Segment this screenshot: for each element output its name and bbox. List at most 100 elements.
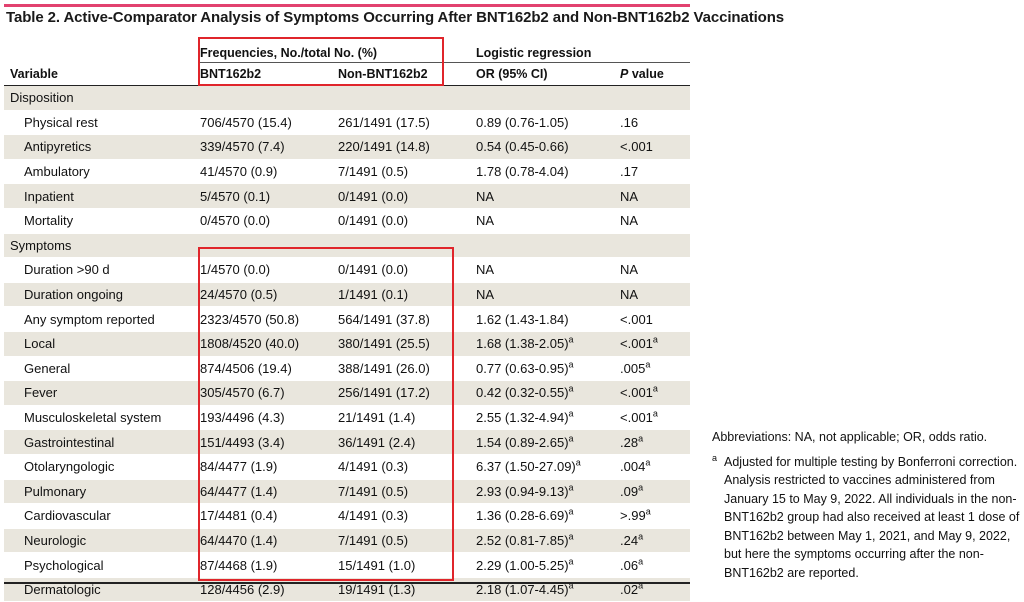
cell-variable-text: Inpatient xyxy=(24,188,74,204)
cell-bnt: 41/4570 (0.9) xyxy=(200,159,338,185)
cell-non-bnt-text: 15/1491 (1.0) xyxy=(338,557,416,573)
cell-variable: Antipyretics xyxy=(4,134,200,160)
cell-variable: Any symptom reported xyxy=(4,306,200,332)
footnote-superscript: a xyxy=(568,507,574,518)
table-row: General 874/4506 (19.4) 388/1491 (26.0) 0.7… xyxy=(4,356,691,382)
footnote-superscript: a xyxy=(652,384,658,395)
group-header-logistic: Logistic regression xyxy=(476,34,691,63)
cell-bnt-text: 1808/4520 (40.0) xyxy=(200,336,300,352)
table-row: Psychological 87/4468 (1.9) 15/1491 (1.0) 2… xyxy=(4,552,691,578)
cell-non-bnt-text: 256/1491 (17.2) xyxy=(338,385,430,401)
cell-variable-text: Musculoskeletal system xyxy=(24,410,162,426)
footnote-superscript: a xyxy=(568,580,574,591)
cell-variable: Psychological xyxy=(4,552,200,578)
col-header-variable: Variable xyxy=(4,62,200,86)
cell-non-bnt-text: 380/1491 (25.5) xyxy=(338,336,430,352)
cell-p-value: .16 xyxy=(620,110,691,136)
footnote-superscript: a xyxy=(638,482,644,493)
cell-variable: Inpatient xyxy=(4,183,200,209)
cell-or: 0.89 (0.76-1.05) xyxy=(476,110,621,136)
cell-variable-text: Duration ongoing xyxy=(24,287,124,303)
cell-variable: Local xyxy=(4,331,200,357)
cell-non-bnt-text: 21/1491 (1.4) xyxy=(338,410,416,426)
cell-bnt: 1808/4520 (40.0) xyxy=(200,331,338,357)
cell-bnt-text: 5/4570 (0.1) xyxy=(200,188,271,204)
cell-or-text: 1.68 (1.38-2.05) xyxy=(476,336,569,352)
cell-variable-text: Local xyxy=(24,336,56,352)
table-row: Duration ongoing 24/4570 (0.5) 1/1491 (0.1… xyxy=(4,282,691,308)
cell-non-bnt-text: 220/1491 (14.8) xyxy=(338,139,430,155)
section-row: Symptoms xyxy=(4,233,691,259)
footnote-superscript: a xyxy=(568,334,574,345)
cell-variable: Otolaryngologic xyxy=(4,454,200,480)
cell-non-bnt: 7/1491 (0.5) xyxy=(338,528,477,554)
cell-variable-text: Neurologic xyxy=(24,532,87,548)
cell-bnt: 874/4506 (19.4) xyxy=(200,356,338,382)
cell-p-value-text: NA xyxy=(620,287,639,303)
cell-bnt-text: 0/4570 (0.0) xyxy=(200,213,271,229)
footnote-superscript: a xyxy=(652,334,658,345)
cell-or-text: NA xyxy=(476,188,495,204)
cell-bnt: 5/4570 (0.1) xyxy=(200,183,338,209)
title-accent-bar xyxy=(4,4,690,7)
cell-bnt: 17/4481 (0.4) xyxy=(200,503,338,529)
cell-or-text: 2.93 (0.94-9.13) xyxy=(476,483,569,499)
cell-bnt: 24/4570 (0.5) xyxy=(200,282,338,308)
cell-bnt: 64/4477 (1.4) xyxy=(200,479,338,505)
cell-variable: Musculoskeletal system xyxy=(4,405,200,431)
cell-variable-text: Dermatologic xyxy=(24,582,101,598)
cell-or-text: 2.52 (0.81-7.85) xyxy=(476,532,569,548)
table-row: Neurologic 64/4470 (1.4) 7/1491 (0.5) 2.52 … xyxy=(4,528,691,554)
p-italic: P xyxy=(620,67,629,81)
cell-variable: Fever xyxy=(4,380,200,406)
cell-p-value-text: .24 xyxy=(620,532,639,548)
cell-variable-text: Fever xyxy=(24,385,58,401)
cell-bnt: 1/4570 (0.0) xyxy=(200,257,338,283)
cell-or: 1.54 (0.89-2.65)a xyxy=(476,429,621,455)
cell-or-text: NA xyxy=(476,287,495,303)
cell-bnt-text: 874/4506 (19.4) xyxy=(200,360,292,376)
cell-p-value-text: .06 xyxy=(620,557,639,573)
cell-p-value-text: >.99 xyxy=(620,508,646,524)
p-value-suffix: value xyxy=(628,67,664,81)
cell-p-value: <.001a xyxy=(620,380,691,406)
cell-variable-text: Psychological xyxy=(24,557,104,573)
cell-bnt-text: 151/4493 (3.4) xyxy=(200,434,285,450)
header-spacer xyxy=(4,34,200,63)
footnote-superscript: a xyxy=(638,433,644,444)
cell-or-text: 1.62 (1.43-1.84) xyxy=(476,311,569,327)
cell-or-text: 0.54 (0.45-0.66) xyxy=(476,139,569,155)
footnote-superscript: a xyxy=(568,384,574,395)
section-row: Disposition xyxy=(4,85,691,111)
cell-non-bnt: 36/1491 (2.4) xyxy=(338,429,477,455)
footnote-superscript: a xyxy=(568,408,574,419)
cell-or-text: 2.18 (1.07-4.45) xyxy=(476,582,569,598)
cell-non-bnt-text: 7/1491 (0.5) xyxy=(338,532,409,548)
table-row: Antipyretics 339/4570 (7.4) 220/1491 (14.8… xyxy=(4,134,691,160)
cell-p-value-text: .005 xyxy=(620,360,646,376)
cell-bnt-text: 2323/4570 (50.8) xyxy=(200,311,300,327)
cell-non-bnt-text: 7/1491 (0.5) xyxy=(338,483,409,499)
cell-variable-text: Any symptom reported xyxy=(24,311,155,327)
cell-non-bnt: 4/1491 (0.3) xyxy=(338,503,477,529)
footnote-superscript: a xyxy=(652,408,658,419)
cell-variable-text: Mortality xyxy=(24,213,74,229)
cell-p-value: <.001 xyxy=(620,134,691,160)
cell-p-value: .28a xyxy=(620,429,691,455)
cell-non-bnt-text: 4/1491 (0.3) xyxy=(338,508,409,524)
cell-variable: Ambulatory xyxy=(4,159,200,185)
cell-p-value: .005a xyxy=(620,356,691,382)
cell-or-text: 0.42 (0.32-0.55) xyxy=(476,385,569,401)
cell-variable: Pulmonary xyxy=(4,479,200,505)
cell-p-value: .09a xyxy=(620,479,691,505)
table-row: Duration >90 d 1/4570 (0.0) 0/1491 (0.0) NA… xyxy=(4,257,691,283)
footnote-text: Adjusted for multiple testing by Bonferr… xyxy=(724,454,1020,580)
cell-p-value: NA xyxy=(620,183,691,209)
cell-p-value-text: <.001 xyxy=(620,311,653,327)
cell-bnt: 339/4570 (7.4) xyxy=(200,134,338,160)
table-row: Fever 305/4570 (6.7) 256/1491 (17.2) 0.42 (… xyxy=(4,380,691,406)
cell-variable-text: General xyxy=(24,360,71,376)
cell-variable: Duration >90 d xyxy=(4,257,200,283)
table-header: Frequencies, No./total No. (%) Logistic … xyxy=(4,34,691,86)
cell-non-bnt: 0/1491 (0.0) xyxy=(338,208,477,234)
